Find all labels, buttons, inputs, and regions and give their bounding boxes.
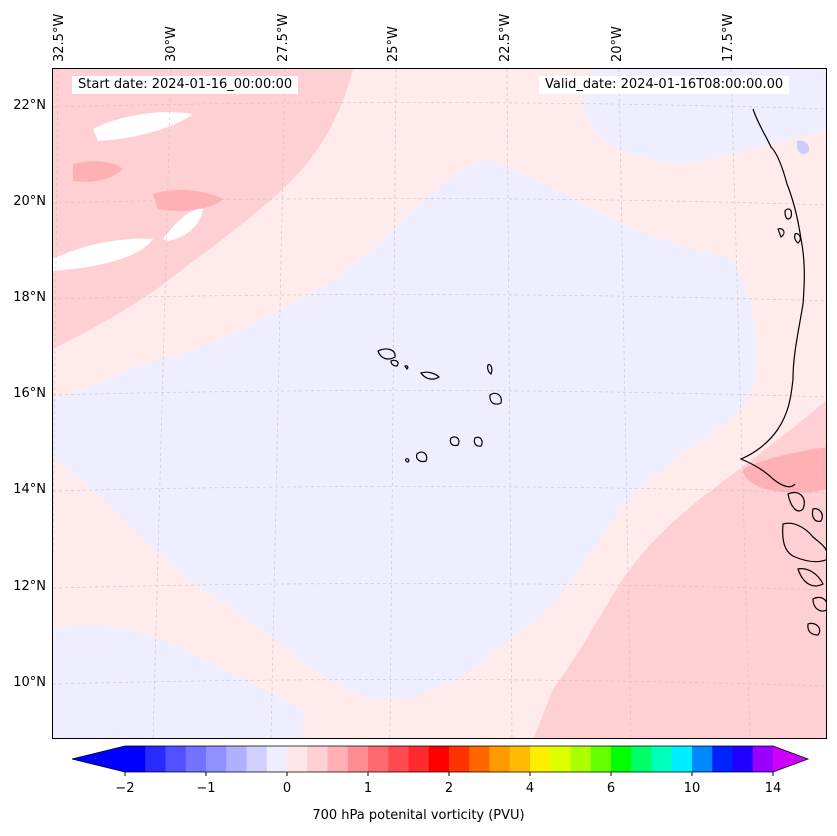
colorbar-tick-label: 2 [444, 781, 454, 796]
colorbar-extend-min [72, 746, 125, 772]
blue-patch-ne [797, 140, 810, 155]
colorbar-tick-label: 1 [363, 781, 373, 796]
latitude-label: 14°N [13, 482, 46, 497]
latitude-label: 12°N [13, 579, 46, 594]
colorbar-segment [509, 746, 531, 772]
pink-band-southeast [533, 400, 826, 738]
pale-blue-region-central [53, 159, 757, 700]
longitude-label: 27.5°W [276, 13, 291, 62]
colorbar-tick-label: −1 [196, 781, 216, 796]
latitude-label: 18°N [13, 290, 46, 305]
colorbar-segment [266, 746, 288, 772]
colorbar-label: 700 hPa potenital vorticity (PVU) [312, 808, 525, 823]
colorbar-segment [631, 746, 652, 772]
longitude-label: 25°W [386, 26, 401, 62]
latitude-label: 20°N [13, 194, 46, 209]
map-panel [52, 68, 827, 739]
white-streak-2 [163, 208, 203, 241]
pink-patch-coast [743, 447, 826, 493]
colorbar-segment [165, 746, 187, 772]
longitude-label: 30°W [164, 26, 179, 62]
colorbar-segment [449, 746, 470, 772]
colorbar-segment [692, 746, 713, 772]
colorbar-segment [611, 746, 632, 772]
colorbar-segment [671, 746, 693, 772]
colorbar-segment [287, 746, 308, 772]
colorbar-segment [347, 746, 369, 772]
gridlines [53, 69, 826, 738]
colorbar-segment [570, 746, 592, 772]
valid-date-label: Valid_date: 2024-01-16T08:00:00.00 [539, 76, 790, 94]
longitude-label: 32.5°W [52, 13, 67, 62]
colorbar-segment [550, 746, 571, 772]
colorbar-tick-label: 14 [764, 781, 782, 796]
colorbar-segment [732, 746, 754, 772]
colorbar-segment [530, 746, 551, 772]
colorbar-segment [590, 746, 612, 772]
longitude-label: 22.5°W [498, 13, 513, 62]
white-streak-1 [53, 238, 153, 271]
colorbar-segment [246, 746, 268, 772]
pale-blue-region-lower [324, 496, 523, 603]
colorbar-tick-label: −2 [115, 781, 135, 796]
colorbar-segment [408, 746, 430, 772]
longitude-label: 20°W [610, 26, 625, 62]
colorbar [71, 745, 810, 776]
colorbar-segment [469, 746, 490, 772]
colorbar-segment [226, 746, 247, 772]
white-streak-3 [93, 112, 193, 141]
colorbar-segment [712, 746, 733, 772]
colorbar-tick-label: 6 [606, 781, 616, 796]
colorbar-segment [651, 746, 673, 772]
coastline-africa [739, 108, 826, 636]
colorbar-tick-label: 4 [525, 781, 535, 796]
colorbar-tick-label: 10 [683, 781, 701, 796]
colorbar-segment [327, 746, 349, 772]
pink-patch-nw-1 [73, 161, 123, 182]
map-canvas [53, 69, 826, 738]
colorbar-segment [388, 746, 409, 772]
colorbar-segment [125, 746, 146, 772]
pink-patch-nw-2 [153, 189, 223, 211]
colorbar-segment [145, 746, 166, 772]
latitude-label: 22°N [13, 98, 46, 113]
pale-blue-region-left [53, 625, 303, 738]
colorbar-segment [185, 746, 207, 772]
latitude-label: 10°N [13, 675, 46, 690]
latitude-label: 16°N [13, 386, 46, 401]
colorbar-segment [206, 746, 227, 772]
colorbar-segment [489, 746, 511, 772]
colorbar-segment [428, 746, 450, 772]
colorbar-tick-label: 0 [282, 781, 292, 796]
longitude-label: 17.5°W [721, 13, 736, 62]
cape-verde-islands [377, 348, 502, 463]
colorbar-extend-max [773, 746, 808, 772]
colorbar-segment [307, 746, 328, 772]
colorbar-segment [368, 746, 389, 772]
colorbar-segment [752, 746, 774, 772]
start-date-label: Start date: 2024-01-16_00:00:00 [72, 76, 299, 94]
